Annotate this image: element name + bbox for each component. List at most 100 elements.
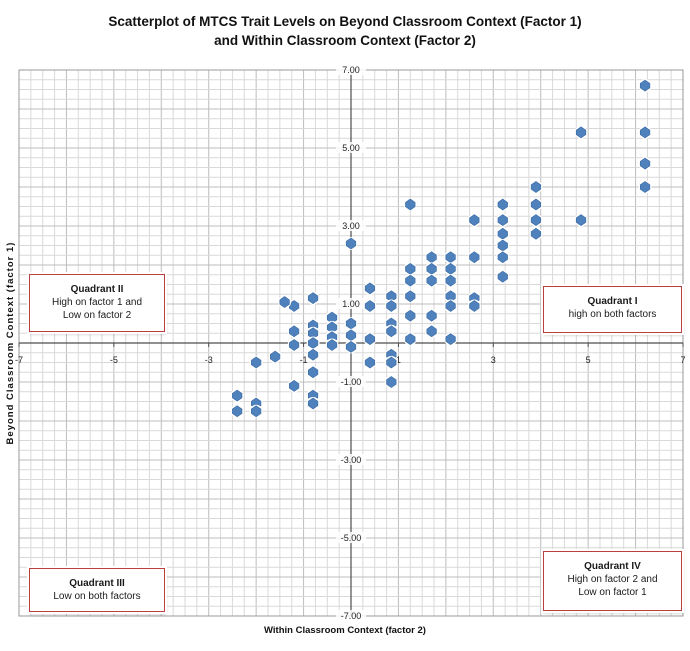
data-point [638, 79, 652, 93]
data-point [496, 250, 510, 264]
y-tick-label-background [336, 454, 366, 465]
data-point [306, 336, 320, 350]
y-tick-label: 1.00 [342, 299, 360, 309]
quadrant-ii-description-2: Low on factor 2 [62, 310, 132, 321]
data-point [444, 332, 458, 346]
x-tick-label: 3 [491, 355, 496, 365]
data-point [384, 356, 398, 369]
data-point [325, 311, 339, 325]
data-point [363, 281, 377, 295]
x-tick-label: -1 [300, 355, 308, 365]
data-point [384, 299, 398, 313]
data-point [403, 262, 417, 276]
data-point [306, 291, 320, 305]
data-point [403, 309, 417, 323]
y-tick-label-background [336, 610, 366, 621]
data-point [384, 289, 398, 303]
data-point [403, 332, 417, 346]
data-point [444, 250, 458, 264]
data-point [425, 324, 439, 338]
data-point [306, 365, 320, 379]
data-point [344, 317, 358, 330]
data-point [287, 324, 301, 338]
data-point [425, 309, 439, 323]
x-tick-label: 7 [680, 355, 685, 365]
y-tick-label-background [336, 376, 366, 387]
data-point [444, 262, 458, 276]
data-point [249, 404, 263, 418]
data-point [425, 274, 439, 288]
data-point [363, 356, 377, 369]
x-tick-label: 5 [586, 355, 591, 365]
data-point [325, 338, 339, 352]
quadrant-iv-box: Quadrant IV High on factor 2 and Low on … [543, 551, 682, 611]
y-tick-label: -7.00 [341, 611, 362, 621]
y-axis-title: Beyond Classroom Context (factor 1) [5, 242, 16, 445]
data-point [496, 227, 510, 241]
quadrant-iii-description: Low on both factors [53, 591, 141, 602]
y-tick-label: 3.00 [342, 221, 360, 231]
x-axis-title: Within Classroom Context (factor 2) [264, 625, 426, 636]
data-point [230, 389, 244, 403]
data-point [363, 332, 377, 346]
data-point [344, 237, 358, 251]
y-tick-label-background [336, 142, 366, 153]
data-point [344, 340, 358, 354]
quadrant-iii-box: Quadrant III Low on both factors [29, 568, 165, 612]
y-tick-label: 7.00 [342, 65, 360, 75]
data-point [444, 274, 458, 288]
data-point [444, 289, 458, 303]
y-tick-label: -1.00 [341, 377, 362, 387]
data-point [344, 328, 358, 342]
data-point [529, 180, 543, 194]
data-point [230, 404, 244, 418]
data-point [638, 180, 652, 194]
data-point [425, 250, 439, 264]
data-point [496, 270, 510, 284]
quadrant-i-box: Quadrant I high on both factors [543, 286, 682, 333]
data-point [638, 125, 652, 139]
data-point [325, 320, 339, 334]
data-point [529, 198, 543, 212]
data-point [287, 338, 301, 352]
quadrant-iv-title: Quadrant IV [584, 561, 641, 572]
quadrant-ii-title: Quadrant II [70, 284, 124, 295]
y-tick-label: 5.00 [342, 143, 360, 153]
data-point [403, 289, 417, 303]
y-tick-label-background [336, 298, 366, 309]
data-point [496, 213, 510, 227]
x-tick-label: -7 [15, 355, 23, 365]
quadrant-ii-description-1: High on factor 1 and [51, 297, 143, 308]
quadrant-iv-description-2: Low on factor 1 [578, 587, 647, 598]
data-point [496, 239, 510, 252]
data-point [363, 299, 377, 313]
data-point [403, 274, 417, 288]
data-point [287, 379, 301, 393]
data-point [574, 213, 588, 227]
data-point [529, 227, 543, 241]
data-point [425, 262, 439, 276]
y-tick-label-background [336, 64, 366, 75]
data-point [496, 198, 510, 212]
data-point [278, 295, 292, 309]
x-tick-label: 1 [396, 355, 401, 365]
data-point [574, 125, 588, 139]
data-point [403, 198, 417, 212]
quadrant-i-title: Quadrant I [587, 296, 638, 307]
data-point [467, 250, 481, 264]
chart-title-line-1: Scatterplot of MTCS Trait Levels on Beyo… [108, 14, 582, 29]
chart-title-line-2: and Within Classroom Context (Factor 2) [214, 33, 476, 48]
quadrant-ii-box: Quadrant II High on factor 1 and Low on … [29, 274, 165, 332]
data-point [306, 348, 320, 362]
data-point [467, 213, 481, 227]
data-point [384, 375, 398, 389]
x-tick-label: -5 [110, 355, 118, 365]
data-point [384, 324, 398, 338]
quadrant-iv-description-1: High on factor 2 and [567, 574, 658, 585]
data-point [306, 396, 320, 410]
y-tick-label-background [336, 220, 366, 231]
data-point [268, 350, 282, 364]
y-tick-label: -3.00 [341, 455, 362, 465]
chart-title: Scatterplot of MTCS Trait Levels on Beyo… [0, 12, 690, 50]
